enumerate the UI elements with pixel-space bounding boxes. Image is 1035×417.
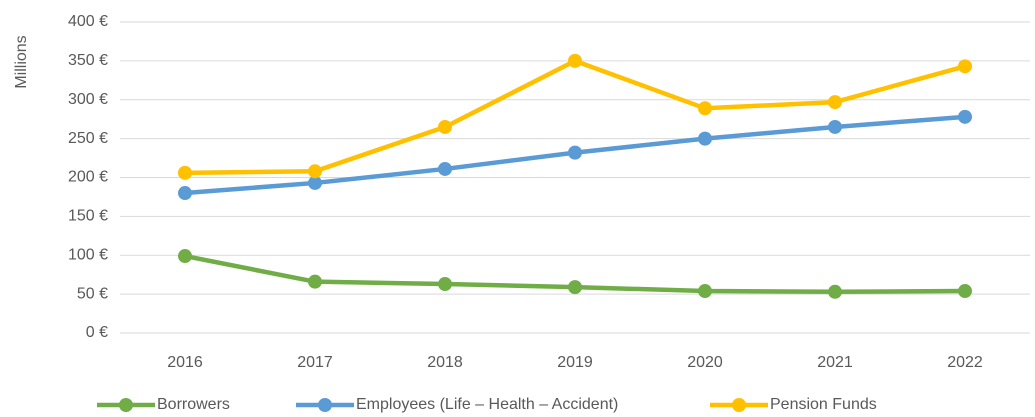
point: [568, 53, 582, 68]
point: [698, 284, 712, 299]
x-tick-label: 2019: [557, 354, 593, 371]
legend-label: Employees (Life – Health – Accident): [356, 396, 618, 413]
point: [828, 95, 842, 110]
point: [958, 109, 972, 124]
legend-label: Pension Funds: [770, 396, 877, 413]
point: [438, 119, 452, 134]
point: [438, 277, 452, 292]
point: [438, 161, 452, 176]
point: [178, 186, 192, 201]
point: [308, 274, 322, 289]
point: [698, 131, 712, 146]
y-tick-label: 400 €: [68, 13, 108, 30]
legend-marker: [119, 398, 133, 412]
y-tick-label: 150 €: [68, 208, 108, 225]
legend-label: Borrowers: [157, 396, 230, 413]
point: [568, 280, 582, 295]
x-tick-label: 2018: [427, 354, 463, 371]
y-tick-label: 250 €: [68, 130, 108, 147]
y-tick-label: 300 €: [68, 91, 108, 108]
point: [308, 175, 322, 190]
x-tick-label: 2017: [297, 354, 333, 371]
y-tick-label: 350 €: [68, 52, 108, 69]
point: [178, 249, 192, 264]
y-tick-label: 200 €: [68, 169, 108, 186]
point: [828, 119, 842, 134]
point: [958, 59, 972, 74]
x-tick-label: 2022: [947, 354, 983, 371]
y-tick-label: 100 €: [68, 246, 108, 263]
y-tick-label: 50 €: [77, 285, 108, 302]
point: [958, 284, 972, 299]
legend-marker: [732, 398, 746, 412]
point: [308, 164, 322, 179]
x-tick-label: 2016: [167, 354, 203, 371]
x-tick-label: 2020: [687, 354, 723, 371]
point: [828, 284, 842, 299]
point: [568, 145, 582, 160]
x-tick-label: 2021: [817, 354, 853, 371]
y-tick-label: 0 €: [86, 324, 108, 341]
legend-marker: [318, 398, 332, 412]
point: [698, 101, 712, 116]
point: [178, 165, 192, 180]
y-axis-label: Millions: [13, 35, 30, 88]
